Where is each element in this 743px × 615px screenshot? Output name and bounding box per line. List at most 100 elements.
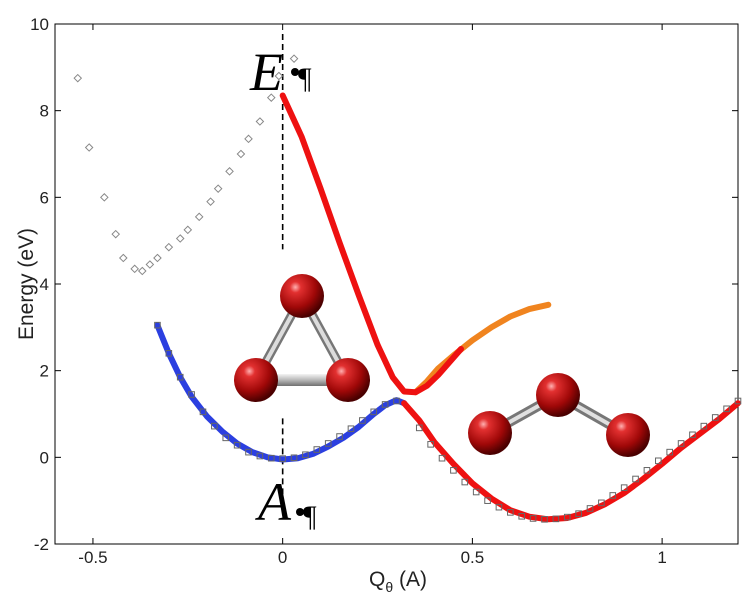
x-tick-label: 1 — [657, 548, 666, 567]
data-point-square — [279, 455, 286, 462]
data-point-square — [222, 434, 230, 442]
data-point-square — [313, 446, 321, 453]
data-point-square — [689, 431, 696, 439]
data-point-square — [655, 457, 662, 465]
data-point-square — [563, 513, 571, 521]
atom — [326, 358, 370, 402]
marker-layer — [73, 54, 742, 523]
data-point-square — [484, 497, 491, 504]
x-axis-label: Qθ (A) — [369, 568, 427, 595]
data-point-square — [245, 448, 252, 456]
data-point-diamond — [100, 193, 109, 202]
triangle-molecule-illustration — [234, 274, 370, 402]
data-point-diamond — [289, 54, 299, 63]
y-tick-label: 8 — [40, 102, 49, 121]
plot-frame — [54, 23, 739, 545]
data-point-diamond — [274, 71, 284, 81]
atom — [468, 411, 512, 455]
data-point-square — [188, 391, 195, 398]
data-point-square — [677, 440, 685, 447]
upper-state-mark: ¶ — [298, 62, 312, 95]
data-point-square — [586, 505, 594, 512]
data-point-square — [450, 467, 457, 474]
data-point-square — [643, 467, 651, 474]
y-axis-ticks: -2 0 2 4 6 8 10 — [30, 15, 738, 554]
data-point-square — [336, 433, 343, 440]
series-line-1 — [154, 322, 408, 463]
lower-state-annotation: A ¶ — [255, 472, 317, 533]
upper-state-label: E — [249, 42, 283, 102]
data-point-diamond — [153, 253, 162, 263]
data-point-diamond — [73, 73, 83, 83]
y-tick-label: 0 — [40, 448, 49, 467]
plot-area: -0.5 0 0.5 1 -2 0 2 4 6 8 10 — [30, 15, 742, 567]
data-point-diamond — [194, 212, 204, 222]
data-point-square — [541, 516, 548, 523]
data-point-square — [518, 512, 526, 520]
data-point-square — [552, 515, 560, 523]
upper-state-bullet — [291, 68, 299, 76]
data-point-square — [711, 414, 719, 421]
atom — [536, 373, 580, 417]
x-tick-label: -0.5 — [78, 548, 107, 567]
data-point-square — [233, 441, 241, 449]
data-point-square — [176, 373, 184, 381]
data-point-square — [666, 448, 674, 456]
data-point-diamond — [213, 184, 223, 193]
data-point-diamond — [118, 253, 128, 263]
atom — [280, 274, 324, 318]
upper-state-annotation: E ¶ — [249, 42, 312, 102]
data-point-diamond — [225, 167, 234, 176]
lower-state-mark: ¶ — [303, 500, 317, 533]
series-layer — [154, 92, 741, 523]
y-tick-label: 6 — [40, 188, 49, 207]
series-line-4 — [401, 400, 741, 523]
x-axis-ticks: -0.5 0 0.5 1 — [78, 24, 667, 567]
data-point-square — [256, 452, 264, 460]
y-axis-label: Energy (eV) — [15, 228, 38, 340]
data-point-diamond — [145, 260, 155, 269]
series-line-2 — [412, 301, 552, 396]
bent-molecule-illustration — [468, 373, 650, 457]
data-point-square — [734, 397, 742, 405]
data-point-diamond — [111, 229, 121, 239]
data-point-square — [199, 408, 207, 416]
data-point-diamond — [137, 266, 147, 276]
data-point-square — [165, 350, 173, 357]
data-point-square — [620, 484, 628, 491]
data-point-square — [575, 510, 582, 517]
y-tick-label: 2 — [40, 362, 49, 381]
data-point-diamond — [206, 197, 215, 206]
data-point-square — [324, 440, 332, 447]
data-point-diamond — [130, 264, 139, 274]
data-point-square — [381, 401, 389, 408]
data-point-diamond — [244, 134, 253, 144]
data-point-diamond — [84, 143, 94, 152]
data-point-diamond — [183, 225, 193, 235]
lower-state-bullet — [296, 508, 304, 516]
y-tick-label: -2 — [34, 535, 49, 554]
data-point-square — [154, 321, 161, 329]
y-tick-label: 10 — [30, 15, 49, 34]
data-point-square — [347, 425, 355, 433]
data-point-square — [461, 478, 469, 486]
data-point-square — [598, 499, 605, 507]
series-line-3 — [279, 92, 464, 396]
data-point-square — [211, 422, 218, 430]
data-point-square — [438, 454, 446, 462]
atom — [234, 358, 278, 402]
data-point-square — [370, 408, 378, 416]
data-point-square — [472, 488, 480, 496]
data-point-square — [495, 503, 503, 511]
data-point-square — [507, 509, 514, 516]
data-point-square — [700, 422, 708, 430]
x-tick-label: 0 — [278, 548, 287, 567]
data-point-diamond — [266, 93, 276, 102]
data-point-diamond — [255, 117, 265, 126]
data-point-square — [427, 441, 434, 448]
data-point-diamond — [164, 242, 174, 252]
data-point-square — [609, 492, 617, 499]
y-tick-label: 4 — [40, 275, 49, 294]
data-point-square — [529, 515, 537, 522]
